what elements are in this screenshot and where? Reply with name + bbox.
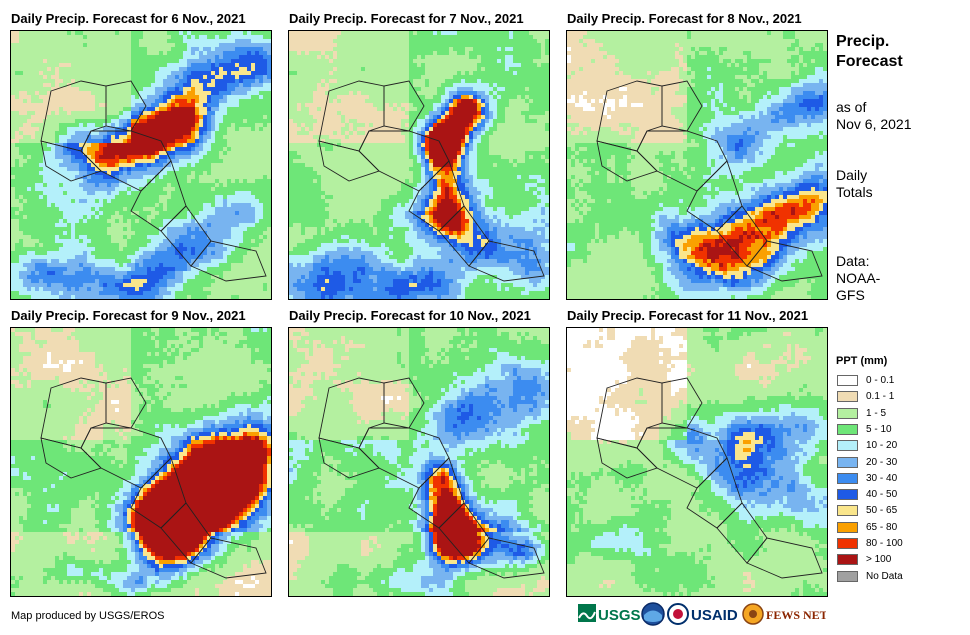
legend-label: 65 - 80 <box>866 521 897 534</box>
daily-totals-label: Daily Totals <box>836 167 873 201</box>
legend-swatch <box>837 554 858 566</box>
legend-label: 30 - 40 <box>866 472 897 485</box>
legend-label: 5 - 10 <box>866 423 892 436</box>
panel-title-6nov: Daily Precip. Forecast for 6 Nov., 2021 <box>11 11 246 26</box>
panel-title-11nov: Daily Precip. Forecast for 11 Nov., 2021 <box>567 308 808 323</box>
credit-text: Map produced by USGS/EROS <box>11 610 164 622</box>
legend-label: 10 - 20 <box>866 439 897 452</box>
country-borders <box>318 80 545 282</box>
legend-swatch <box>837 407 858 419</box>
legend-swatch <box>837 391 858 403</box>
map-panel-11nov <box>566 327 828 597</box>
legend-swatch <box>837 489 858 501</box>
legend-swatch <box>837 440 858 452</box>
legend-swatch <box>837 570 858 582</box>
country-borders <box>40 377 267 579</box>
map-panel-8nov <box>566 30 828 300</box>
legend-title: PPT (mm) <box>836 355 887 367</box>
side-title: Precip. Forecast <box>836 32 903 72</box>
legend-label: 40 - 50 <box>866 488 897 501</box>
legend-swatch <box>837 521 858 533</box>
usaid-logo: USAID <box>667 600 743 630</box>
legend-label: 80 - 100 <box>866 537 903 550</box>
panel-title-10nov: Daily Precip. Forecast for 10 Nov., 2021 <box>289 308 531 323</box>
panel-title-7nov: Daily Precip. Forecast for 7 Nov., 2021 <box>289 11 524 26</box>
data-source: Data: NOAA- GFS <box>836 253 880 304</box>
panel-title-9nov: Daily Precip. Forecast for 9 Nov., 2021 <box>11 308 246 323</box>
legend-swatch <box>837 375 858 386</box>
legend-label: 0.1 - 1 <box>866 390 894 403</box>
map-panel-7nov <box>288 30 550 300</box>
panel-title-8nov: Daily Precip. Forecast for 8 Nov., 2021 <box>567 11 802 26</box>
legend-swatch <box>837 423 858 435</box>
legend-label: 20 - 30 <box>866 456 897 469</box>
legend-label: 1 - 5 <box>866 407 886 420</box>
country-borders <box>596 80 823 282</box>
legend-label: No Data <box>866 570 903 583</box>
legend-label: 50 - 65 <box>866 504 897 517</box>
noaa-logo <box>640 600 666 630</box>
map-panel-10nov <box>288 327 550 597</box>
legend-swatch <box>837 505 858 517</box>
legend-label: > 100 <box>866 553 891 566</box>
legend-swatch <box>837 456 858 468</box>
map-panel-9nov <box>10 327 272 597</box>
legend-swatch <box>837 472 858 484</box>
country-borders <box>40 80 267 282</box>
country-borders <box>596 377 823 579</box>
fewsnet-logo: FEWS NET <box>742 600 828 630</box>
country-borders <box>318 377 545 579</box>
map-panel-6nov <box>10 30 272 300</box>
legend-swatch <box>837 538 858 549</box>
usgs-logo: USGS <box>578 600 658 630</box>
legend-label: 0 - 0.1 <box>866 374 894 387</box>
as-of-date: as of Nov 6, 2021 <box>836 99 912 133</box>
